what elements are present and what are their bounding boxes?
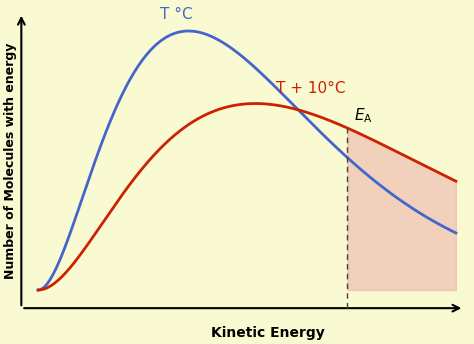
Text: Number of Molecules with energy: Number of Molecules with energy xyxy=(4,42,18,279)
Text: $\it{E}_{\rm{A}}$: $\it{E}_{\rm{A}}$ xyxy=(354,107,373,125)
Text: T °C: T °C xyxy=(160,7,192,22)
Text: Kinetic Energy: Kinetic Energy xyxy=(211,326,325,340)
Text: T + 10°C: T + 10°C xyxy=(276,81,346,96)
